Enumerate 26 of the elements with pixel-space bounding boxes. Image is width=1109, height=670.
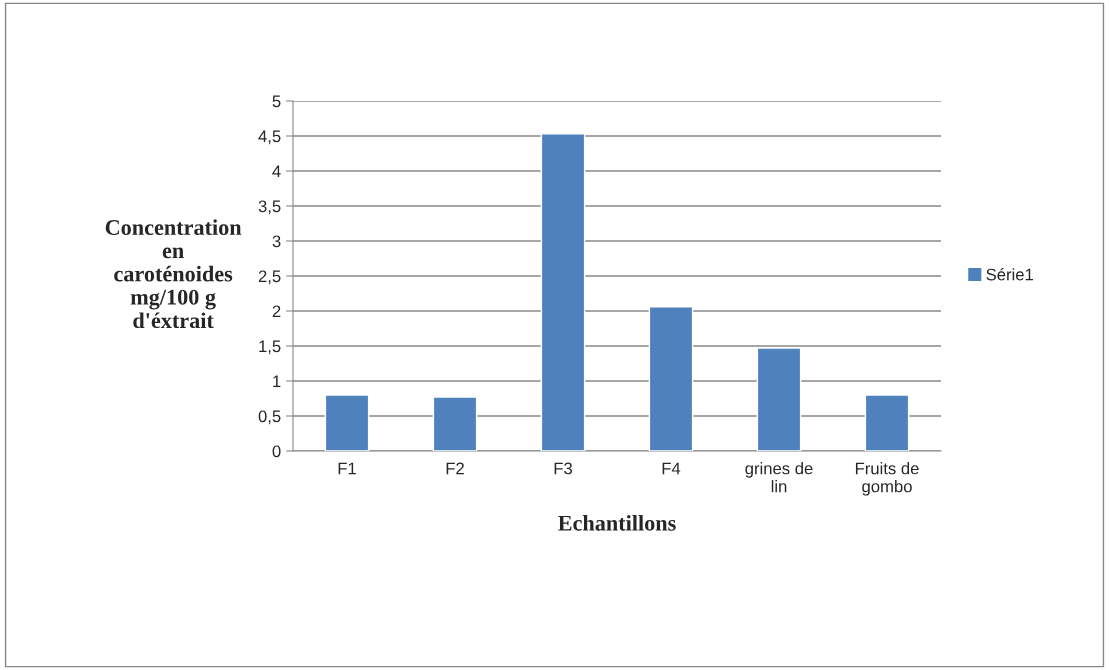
bar	[540, 133, 586, 451]
bar	[432, 396, 478, 451]
y-tick-label: 0,5	[258, 410, 281, 425]
y-tick-label: 3	[272, 235, 281, 248]
y-tick-label: 4	[272, 165, 281, 178]
bar	[756, 347, 802, 451]
y-tick-label: 3,5	[258, 200, 281, 215]
y-tick-label: 2,5	[258, 270, 281, 285]
bar	[648, 306, 694, 451]
y-tick-label: 1,5	[259, 340, 281, 355]
x-axis-title: Echantillons	[558, 515, 676, 531]
y-axis-title: Concentration en caroténoides mg/100 g d'éxtrait	[105, 219, 242, 329]
y-tick-label: 1	[273, 375, 281, 388]
bar	[864, 394, 910, 451]
y-tick-label: 5	[272, 95, 281, 108]
x-tick-label: F4	[662, 462, 681, 475]
y-tick-label: 2	[272, 305, 281, 318]
y-tick-label: 4,5	[258, 130, 281, 145]
legend-label: Série1	[986, 268, 1033, 281]
x-tick-label: Fruits de gombo	[855, 462, 919, 496]
x-tick-label: grines de lin	[745, 462, 813, 493]
y-tick-label: 0	[272, 445, 281, 458]
x-tick-label: F2	[446, 462, 464, 475]
x-tick-label: F3	[554, 462, 572, 475]
bar	[324, 394, 370, 451]
x-tick-label: F1	[338, 462, 356, 475]
